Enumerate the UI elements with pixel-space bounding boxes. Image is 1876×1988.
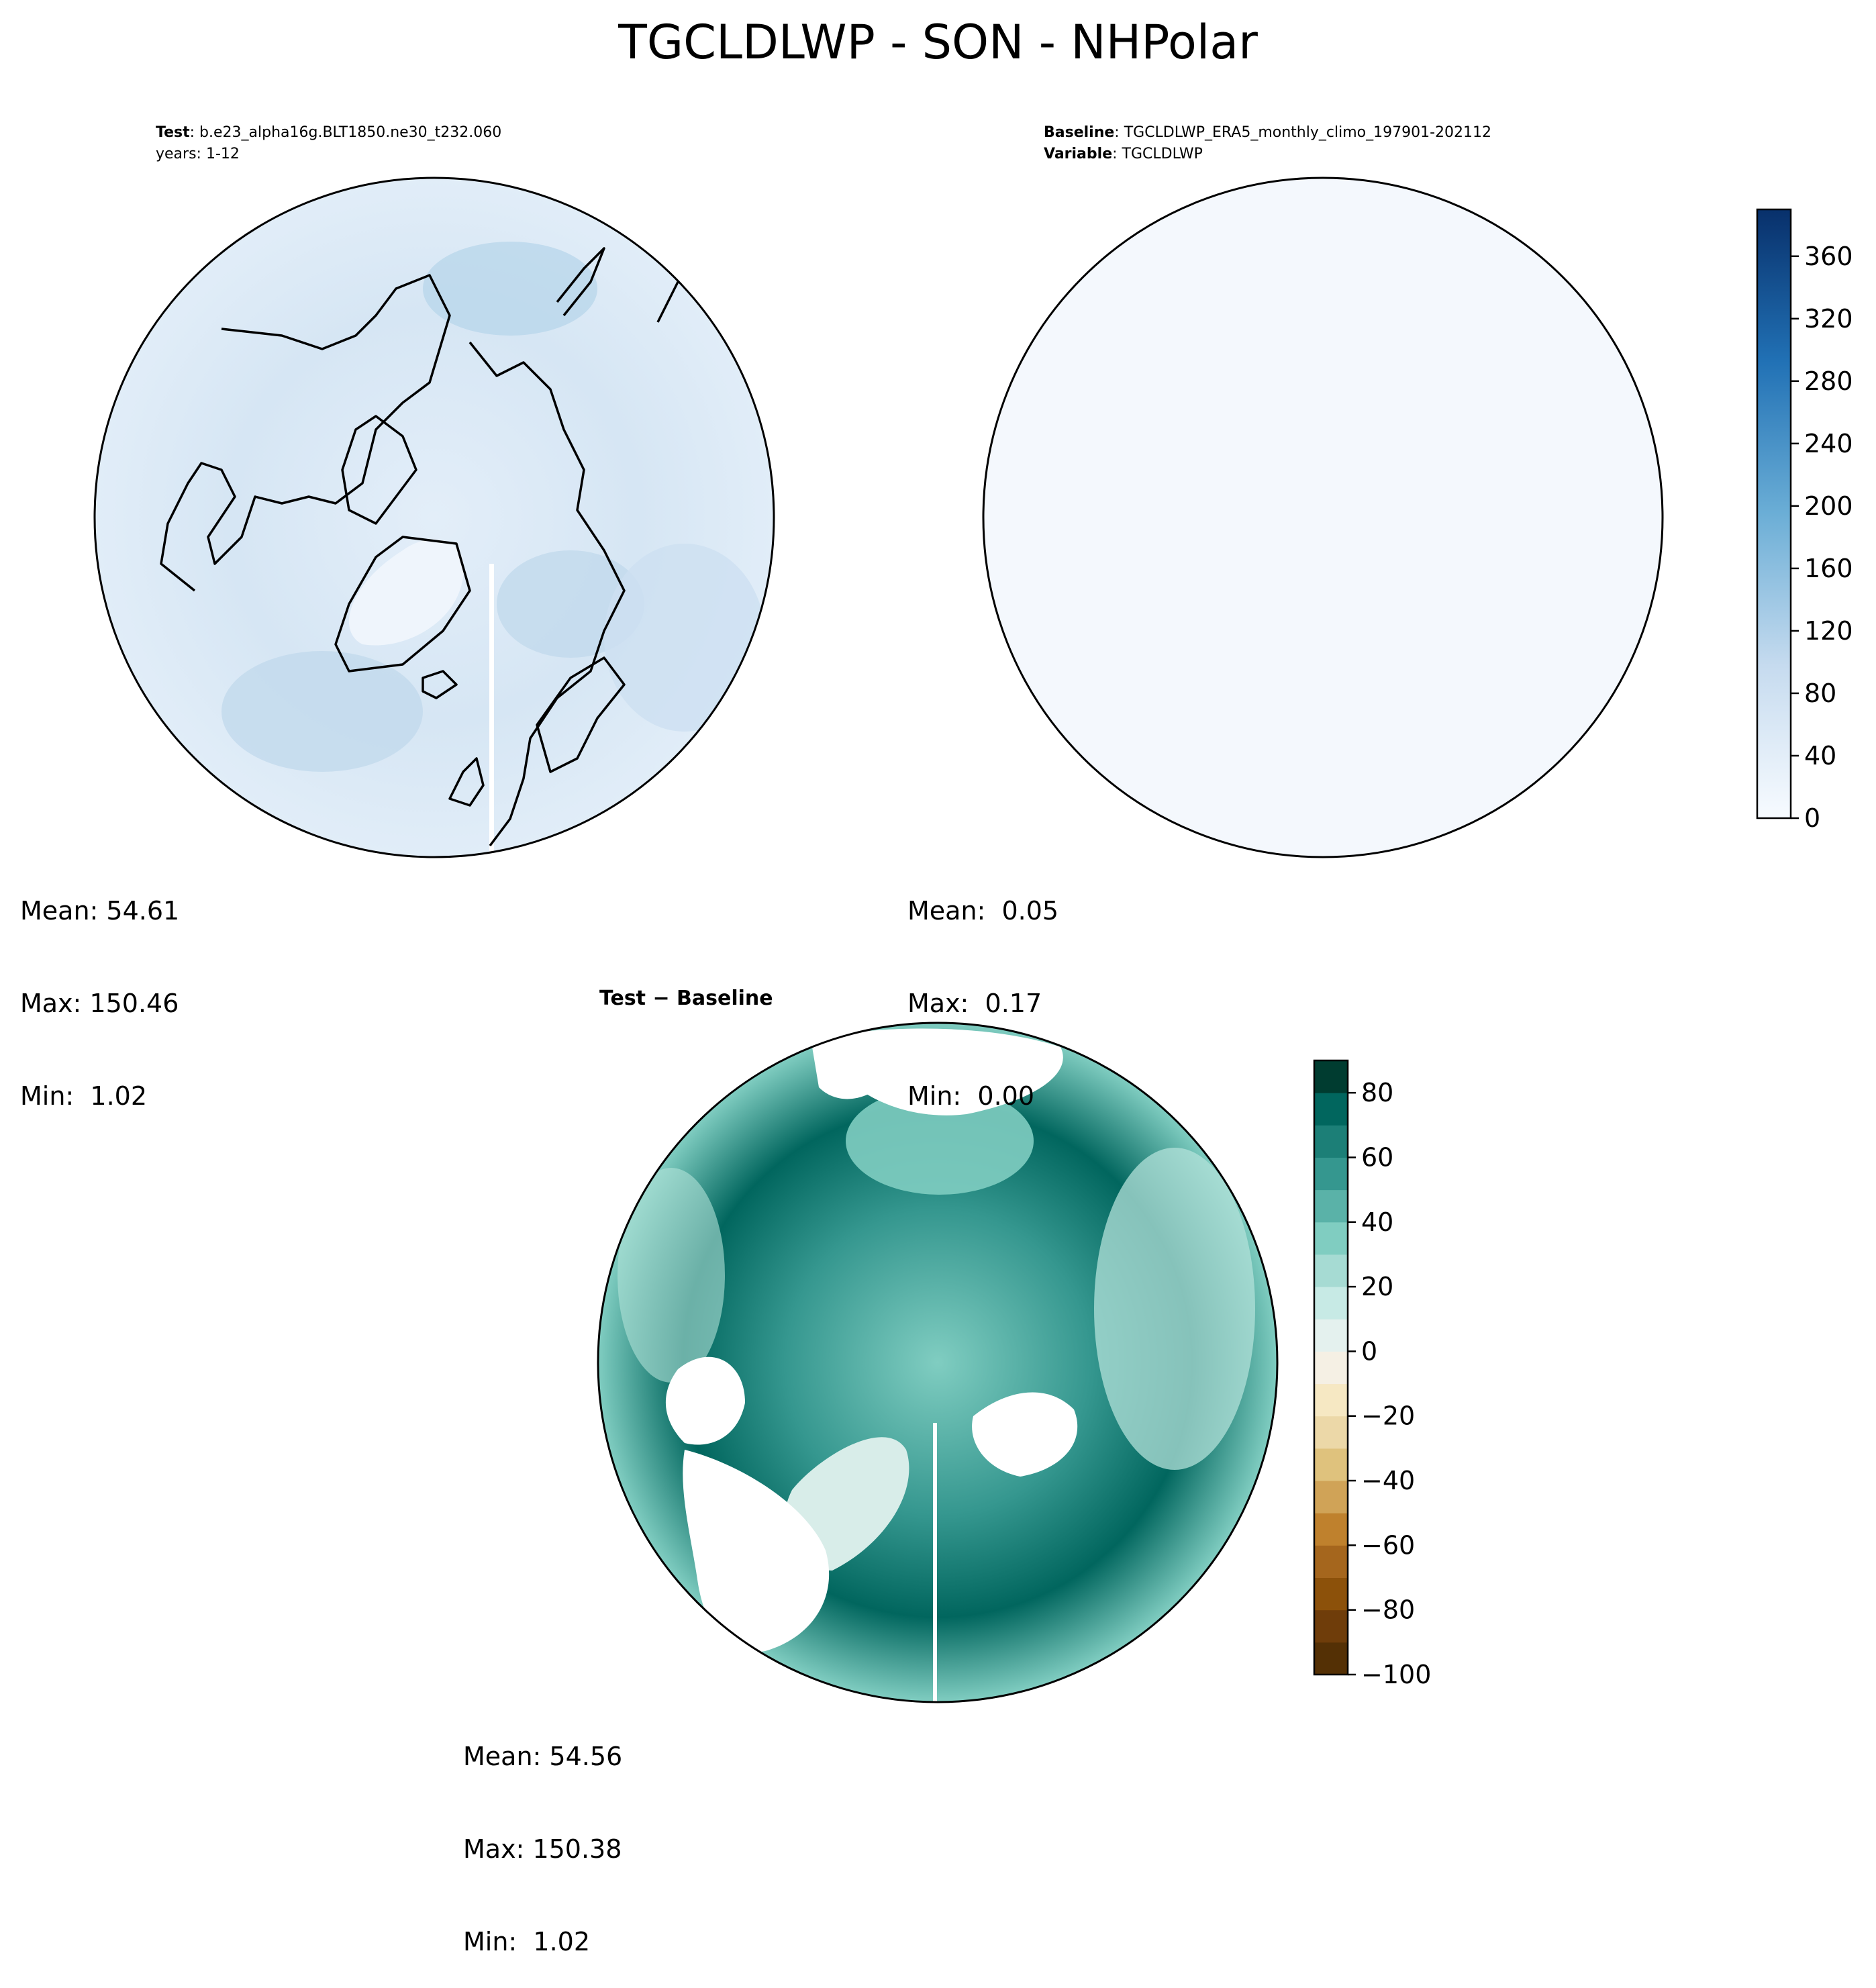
diff-map-seam <box>933 1423 937 1702</box>
diff-stats: Mean: 54.56 Max: 150.38 Min: 1.02 <box>463 1679 622 1988</box>
baseline-label-key: Baseline <box>1044 124 1115 141</box>
diff-colorbar-band <box>1314 1254 1348 1287</box>
diff-colorbar-tick-label: −60 <box>1361 1530 1415 1560</box>
baseline-label: Baseline: TGCLDLWP_ERA5_monthly_climo_19… <box>1044 122 1491 165</box>
main-colorbar-tick-label: 280 <box>1804 366 1853 396</box>
diff-map-region <box>846 1087 1034 1195</box>
main-colorbar-tick-label: 200 <box>1804 491 1853 521</box>
diff-max: Max: 150.38 <box>463 1834 622 1864</box>
diff-map <box>598 1023 1277 1702</box>
test-mean: Mean: 54.61 <box>20 896 180 926</box>
coastline-greenland <box>334 536 471 673</box>
diff-colorbar-band <box>1314 1319 1348 1352</box>
main-colorbar-tick-label: 160 <box>1804 554 1853 583</box>
figure-title: TGCLDLWP - SON - NHPolar <box>618 15 1258 70</box>
main-colorbar-ticks: 0 40 80 120 160 200 240 280 320 360 <box>1791 242 1853 833</box>
baseline-mean: Mean: 0.05 <box>907 896 1059 926</box>
test-case-name: : b.e23_alpha16g.BLT1850.ne30_t232.060 <box>189 124 502 141</box>
coastline-iceland <box>422 670 458 699</box>
main-colorbar-tick-label: 80 <box>1804 679 1836 708</box>
diff-colorbar-band <box>1314 1577 1348 1611</box>
main-colorbar-tick-label: 0 <box>1804 803 1820 833</box>
diff-colorbar-band <box>1314 1060 1348 1093</box>
diff-colorbar-band <box>1314 1383 1348 1417</box>
test-map-high-region <box>221 651 423 772</box>
diff-colorbar-band <box>1314 1287 1348 1320</box>
coastline-kamchatka <box>556 247 605 317</box>
diff-colorbar-tick-label: −20 <box>1361 1401 1415 1431</box>
main-colorbar-tick-label: 360 <box>1804 242 1853 271</box>
coastline-north-america <box>160 274 451 592</box>
diff-colorbar-band <box>1314 1513 1348 1546</box>
baseline-map-boundary <box>982 177 1664 858</box>
test-map-high-region <box>604 544 765 732</box>
diff-colorbar-band <box>1314 1157 1348 1191</box>
diff-map-masked-pacific <box>819 1028 1063 1115</box>
test-label: Test: b.e23_alpha16g.BLT1850.ne30_t232.0… <box>156 122 501 165</box>
test-map-seam <box>489 564 494 857</box>
diff-colorbar-tick-label: −40 <box>1361 1466 1415 1495</box>
diff-colorbar-ticks: −100 −80 −60 −40 −20 0 20 40 60 80 <box>1348 1078 1431 1689</box>
test-map-high-region <box>423 242 597 336</box>
baseline-map-field <box>983 178 1663 857</box>
diff-colorbar-tick-label: 40 <box>1361 1207 1393 1237</box>
diff-mean: Mean: 54.56 <box>463 1742 623 1771</box>
baseline-case-name: : TGCLDLWP_ERA5_monthly_climo_197901-202… <box>1114 124 1491 141</box>
diff-colorbar-band <box>1314 1125 1348 1158</box>
diff-colorbar-band <box>1314 1351 1348 1385</box>
diff-colorbar-band <box>1314 1448 1348 1481</box>
diff-colorbar-band <box>1314 1642 1348 1675</box>
diff-colorbar-band <box>1314 1481 1348 1513</box>
diff-map-boundary <box>597 1022 1279 1703</box>
diff-title: Test − Baseline <box>599 987 773 1010</box>
coastline-uk <box>448 757 485 807</box>
coastline-arctic-islands <box>341 415 417 525</box>
diff-colorbar-tick-label: −100 <box>1361 1660 1431 1689</box>
main-colorbar-tick-label: 120 <box>1804 616 1853 646</box>
baseline-min: Min: 0.00 <box>907 1081 1034 1111</box>
diff-colorbar: −100 −80 −60 −40 −20 0 20 40 60 80 <box>1313 1059 1431 1689</box>
diff-colorbar-frame <box>1313 1059 1349 1676</box>
diff-colorbar-band <box>1314 1609 1348 1643</box>
diff-colorbar-tick-label: −80 <box>1361 1595 1415 1625</box>
test-coastlines <box>160 247 732 847</box>
diff-colorbar-tick-label: 60 <box>1361 1142 1393 1172</box>
diff-colorbar-bands <box>1314 1060 1348 1675</box>
diff-colorbar-band <box>1314 1415 1348 1449</box>
diff-map-region <box>618 1168 725 1383</box>
baseline-max: Max: 0.17 <box>907 989 1042 1018</box>
diff-colorbar-band <box>1314 1189 1348 1223</box>
main-colorbar-tick-label: 320 <box>1804 304 1853 334</box>
coastline-eurasia <box>468 341 626 847</box>
diff-colorbar-tick-label: 80 <box>1361 1078 1393 1107</box>
test-label-key: Test <box>156 124 190 141</box>
diff-map-masked-europe <box>972 1392 1078 1477</box>
main-colorbar: 0 40 80 120 160 200 240 280 320 360 <box>1756 208 1853 833</box>
diff-map-masked-hudson <box>665 1356 745 1445</box>
diff-colorbar-band <box>1314 1093 1348 1126</box>
test-max: Max: 150.46 <box>20 989 179 1018</box>
variable-label-key: Variable <box>1044 146 1113 162</box>
main-colorbar-tick-label: 40 <box>1804 741 1836 771</box>
main-colorbar-gradient <box>1756 208 1792 819</box>
variable-name: : TGCLDLWP <box>1112 146 1203 162</box>
coastline-scandinavia <box>536 656 626 773</box>
diff-map-masked-atlantic <box>683 1450 830 1652</box>
baseline-map <box>983 178 1663 857</box>
main-colorbar-tick-label: 240 <box>1804 429 1853 458</box>
test-stats: Mean: 54.61 Max: 150.46 Min: 1.02 <box>20 834 179 1142</box>
diff-colorbar-band <box>1314 1222 1348 1255</box>
test-map <box>95 178 774 857</box>
diff-map-region <box>1094 1148 1255 1470</box>
baseline-stats: Mean: 0.05 Max: 0.17 Min: 0.00 <box>907 834 1058 1142</box>
diff-min: Min: 1.02 <box>463 1927 590 1956</box>
test-min: Min: 1.02 <box>20 1081 147 1111</box>
test-years: years: 1-12 <box>156 146 240 162</box>
test-map-boundary <box>93 177 775 858</box>
diff-colorbar-tick-label: 20 <box>1361 1272 1393 1301</box>
diff-colorbar-band <box>1314 1545 1348 1579</box>
greenland-low-region <box>349 539 464 646</box>
diff-colorbar-tick-label: 0 <box>1361 1336 1377 1366</box>
